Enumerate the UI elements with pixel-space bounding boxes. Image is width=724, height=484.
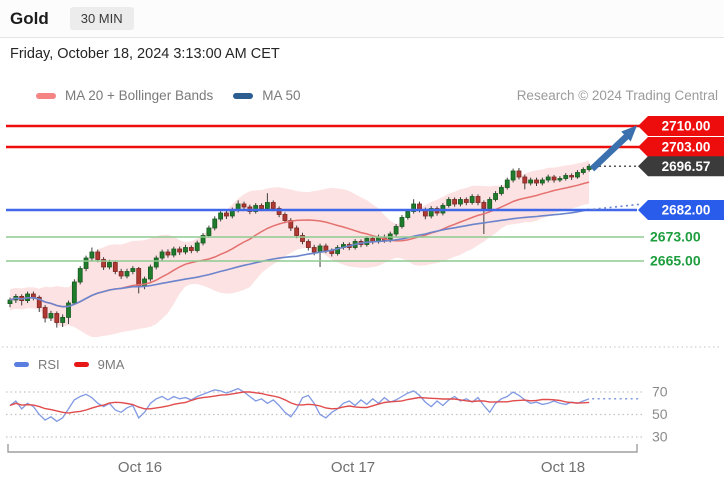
- x-label-oct16: Oct 16: [118, 459, 162, 476]
- x-axis-line: [7, 444, 638, 453]
- rsi-gridlines: [6, 391, 642, 438]
- rsi-tick-50: 50: [652, 406, 668, 422]
- legend-rsi-label: RSI: [38, 357, 60, 372]
- main-chart-legend: MA 20 + Bollinger Bands MA 50 Research ©…: [36, 88, 718, 103]
- legend-ma50: MA 50: [233, 88, 301, 103]
- research-credit: Research © 2024 Trading Central: [516, 88, 718, 103]
- chart-datetime: Friday, October 18, 2024 3:13:00 AM CET: [10, 46, 280, 62]
- dotted-projection-lines: [593, 165, 641, 211]
- last-price-tag: 2696.57: [662, 159, 711, 174]
- pivot-tag-2682: 2682.00: [662, 203, 711, 218]
- widget-header: Gold 30 MIN: [0, 0, 724, 38]
- legend-9ma-label: 9MA: [97, 357, 125, 372]
- rsi-legend: RSI 9MA: [14, 357, 124, 372]
- horizontal-level-lines: [6, 124, 648, 262]
- rsi-tick-70: 70: [652, 384, 668, 400]
- legend-ma20-bollinger: MA 20 + Bollinger Bands: [36, 88, 213, 103]
- support-label-2673: 2673.00: [650, 229, 701, 245]
- bollinger-band-area: [10, 160, 590, 337]
- legend-rsi: RSI: [14, 357, 60, 372]
- legend-ma50-label: MA 50: [262, 88, 301, 103]
- resistance-tag-2703: 2703.00: [662, 140, 711, 155]
- rsi-swatch-icon: [14, 362, 29, 367]
- nine-ma-swatch-icon: [73, 362, 89, 367]
- x-label-oct17: Oct 17: [331, 459, 375, 476]
- ma50-swatch-icon: [233, 92, 254, 99]
- legend-9ma: 9MA: [73, 357, 125, 372]
- rsi-series[interactable]: [9, 387, 640, 423]
- legend-ma20-label: MA 20 + Bollinger Bands: [65, 88, 214, 103]
- ma20-bollinger-swatch-icon: [36, 92, 56, 99]
- forecast-arrow-icon: [589, 125, 637, 172]
- instrument-title: Gold: [10, 8, 49, 28]
- candlestick-series[interactable]: [7, 163, 592, 328]
- support-label-2665: 2665.00: [650, 253, 701, 269]
- x-label-oct18: Oct 18: [541, 459, 585, 476]
- resistance-tag-2710: 2710.00: [662, 119, 711, 134]
- timeframe-badge[interactable]: 30 MIN: [69, 7, 134, 30]
- rsi-tick-30: 30: [652, 429, 668, 445]
- price-level-tags: [638, 116, 724, 220]
